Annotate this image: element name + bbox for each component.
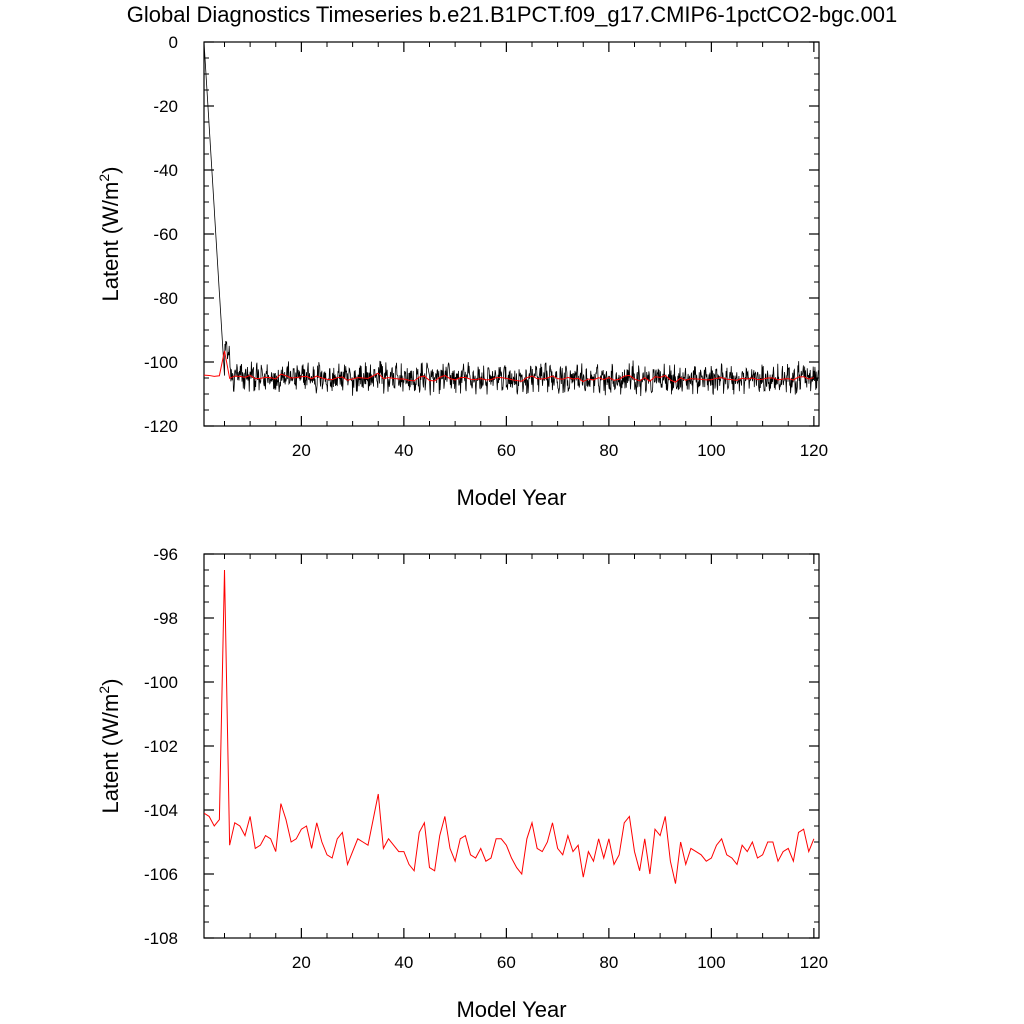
x-tick-label: 80 — [599, 953, 618, 972]
x-tick-label: 20 — [292, 441, 311, 460]
bottom-panel: 20 40 60 80 100 120 -96 -98 -100 -102 -104 -106 -108… — [96, 545, 828, 1022]
x-tick-label: 40 — [394, 953, 413, 972]
y-tick-label: -104 — [144, 801, 178, 820]
y-axis-title: Latent (W/m2) — [96, 679, 123, 814]
y-tick-label: -98 — [153, 609, 178, 628]
y-tick-label: -106 — [144, 865, 178, 884]
y-tick-label: -80 — [153, 289, 178, 308]
x-tick-label: 60 — [497, 441, 516, 460]
x-tick-label: 20 — [292, 953, 311, 972]
y-tick-label: -100 — [144, 353, 178, 372]
x-tick-label: 40 — [394, 441, 413, 460]
y-tick-label: -40 — [153, 161, 178, 180]
y-tick-label: -20 — [153, 97, 178, 116]
annual-mean-series-line — [204, 569, 815, 884]
x-tick-label: 120 — [800, 953, 828, 972]
monthly-series-line — [204, 42, 819, 397]
y-tick-label: 0 — [169, 33, 178, 52]
x-tick-label: 80 — [599, 441, 618, 460]
top-panel: 20 40 60 80 100 120 0 -20 -40 -60 -80 -100 -120 Model… — [96, 33, 828, 510]
x-axis-title: Model Year — [456, 997, 566, 1022]
x-tick-label: 60 — [497, 953, 516, 972]
y-tick-label: -108 — [144, 929, 178, 948]
x-tick-label: 120 — [800, 441, 828, 460]
y-tick-label: -120 — [144, 417, 178, 436]
x-axis-title: Model Year — [456, 485, 566, 510]
y-tick-label: -100 — [144, 673, 178, 692]
y-tick-label: -102 — [144, 737, 178, 756]
annual-mean-series-line — [204, 350, 815, 383]
y-axis-title: Latent (W/m2) — [96, 167, 123, 302]
y-tick-label: -60 — [153, 225, 178, 244]
plot-frame — [203, 553, 820, 939]
y-tick-label: -96 — [153, 545, 178, 564]
x-tick-label: 100 — [697, 953, 725, 972]
x-tick-label: 100 — [697, 441, 725, 460]
page-title: Global Diagnostics Timeseries b.e21.B1PC… — [126, 2, 898, 27]
